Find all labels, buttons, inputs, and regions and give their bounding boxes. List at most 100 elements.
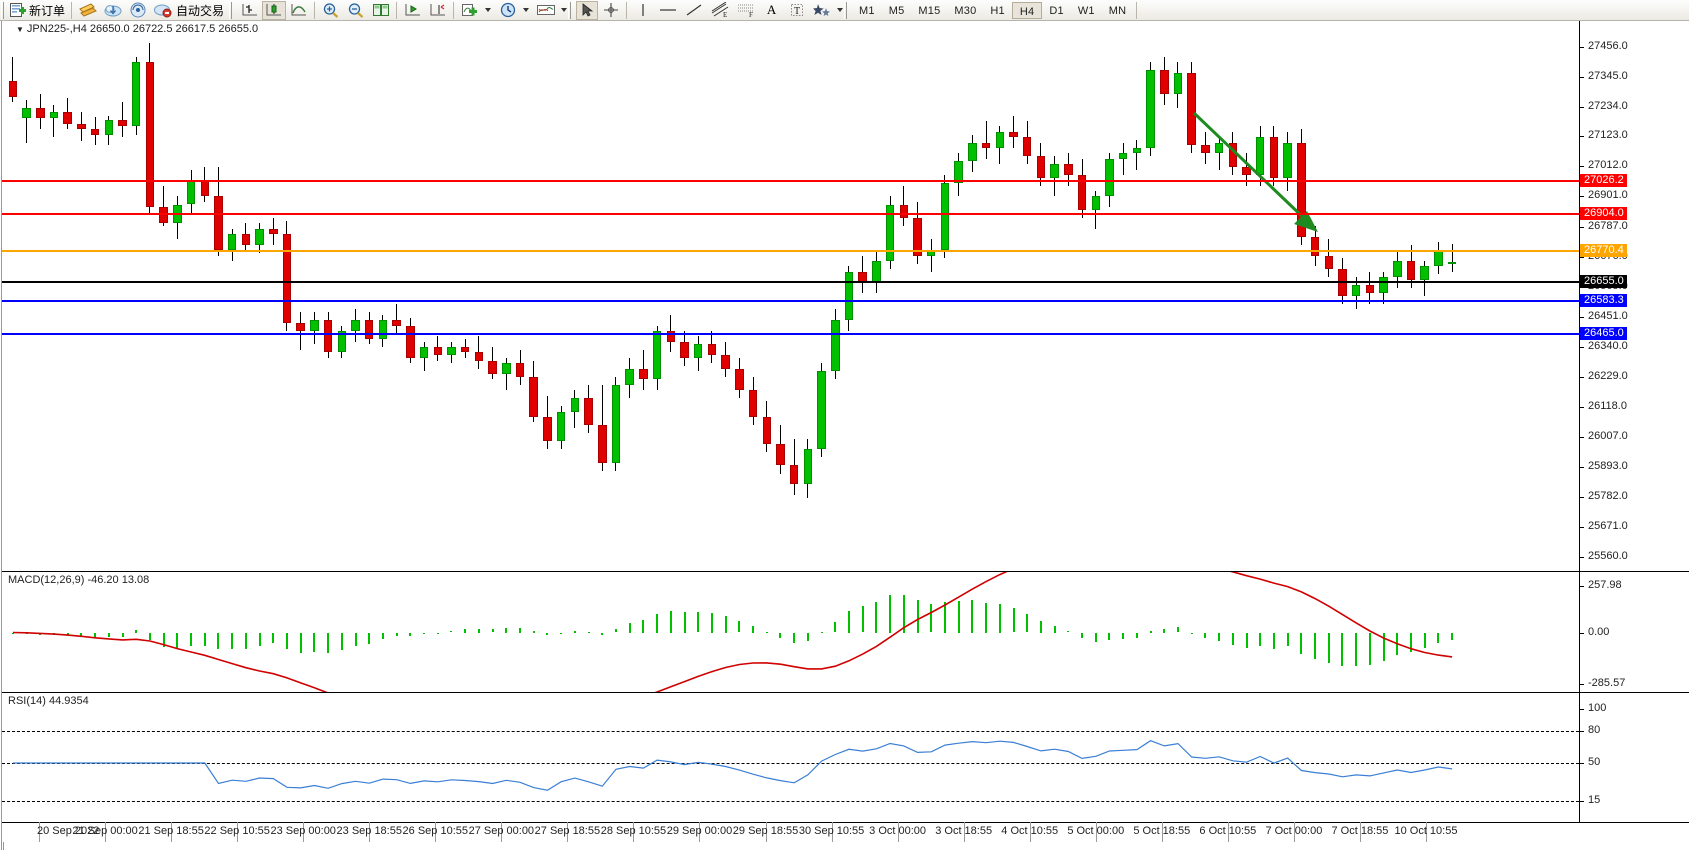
fibonacci-button[interactable]: F [733, 1, 759, 20]
autotrading-button[interactable]: 自动交易 [175, 1, 228, 20]
trendline-button[interactable] [681, 1, 707, 20]
horizontal-line-button[interactable] [655, 1, 681, 20]
candle-body [310, 320, 319, 331]
vertical-line-icon [641, 4, 644, 16]
candle [1160, 21, 1169, 571]
svg-text:F: F [749, 11, 753, 18]
timeframe-m15[interactable]: M15 [918, 4, 941, 17]
macd-histogram-bar [1094, 632, 1097, 642]
macd-histogram-bar [697, 611, 700, 633]
macd-histogram-bar [1176, 626, 1179, 633]
timeframe-mn[interactable]: MN [1108, 4, 1127, 17]
signal-button[interactable] [125, 1, 150, 20]
price-level-line-pivot[interactable] [2, 250, 1579, 252]
bar-chart-button[interactable] [237, 1, 262, 20]
cursor-button[interactable] [576, 0, 599, 20]
shapes-dropdown-arrow[interactable] [837, 8, 844, 12]
candle [858, 21, 867, 571]
triangle-down-icon[interactable]: ▼ [16, 25, 24, 34]
candle-body [49, 111, 59, 119]
cloud-button[interactable] [100, 1, 125, 20]
price-level-line-support-2[interactable] [2, 333, 1579, 335]
time-tick [831, 822, 833, 842]
candle [200, 21, 209, 571]
line-chart-button[interactable] [286, 1, 311, 20]
price-level-line-resistance-2[interactable] [2, 180, 1579, 182]
price-tick-label: 26007.0 [1588, 429, 1628, 442]
save-template-button[interactable] [368, 1, 393, 20]
add-indicator-dropdown-arrow[interactable] [485, 8, 492, 12]
macd-histogram-bar [1245, 632, 1248, 649]
candle-body [913, 217, 922, 256]
add-indicator-button[interactable] [457, 1, 482, 20]
macd-histogram-bar [1368, 632, 1371, 665]
time-tick-label: 7 Oct 18:55 [1331, 825, 1389, 837]
candle-body [1420, 266, 1429, 280]
timeframe-h1[interactable]: H1 [990, 4, 1005, 17]
zoom-out-button[interactable] [343, 1, 368, 20]
gold-bars-button[interactable] [75, 1, 100, 20]
timeframe-m30[interactable]: M30 [954, 4, 977, 17]
macd-histogram-bar [998, 604, 1001, 633]
timeframe-d1[interactable]: D1 [1049, 4, 1064, 17]
crosshair-button[interactable] [598, 1, 623, 20]
candle-wick [300, 312, 302, 350]
candle [1255, 21, 1265, 571]
price-tick-label: 26340.0 [1588, 340, 1628, 353]
timeframe-m5[interactable]: M5 [888, 4, 905, 17]
price-level-line-support-1[interactable] [2, 300, 1579, 302]
price-level-line-last-price[interactable] [2, 281, 1579, 283]
text-label-button[interactable]: T [784, 1, 809, 20]
timeframe-w1[interactable]: W1 [1077, 4, 1095, 17]
price-axis[interactable]: 27456.0 27345.0 27234.0 27123.0 27012.0 26901… [1579, 21, 1689, 571]
chart-toolbar-grip[interactable] [229, 1, 235, 19]
macd-histogram-bar [11, 632, 14, 634]
new-order-button[interactable]: 新订单 [9, 1, 68, 20]
macd-axis[interactable]: 257.98 0.00 -285.57 [1579, 572, 1689, 692]
draw-toolbar-grip[interactable] [568, 1, 574, 19]
rsi-axis[interactable]: 100 80 50 15 [1579, 693, 1689, 822]
candle-body [1009, 131, 1018, 138]
candle-body [625, 368, 634, 385]
macd-histogram-bar [683, 612, 686, 633]
period-button[interactable] [495, 1, 520, 20]
macd-histogram-bar [848, 610, 850, 633]
macd-pane[interactable]: MACD(12,26,9) -46.20 13.08 257.98 0.00 -28… [2, 571, 1689, 692]
vertical-line-button[interactable] [630, 1, 655, 20]
price-canvas[interactable] [2, 21, 1579, 571]
toolbar-grip[interactable] [1, 1, 6, 19]
shift-end-button[interactable] [400, 1, 425, 20]
timeframe-h4[interactable]: H4 [1011, 1, 1043, 19]
timeframe-m1[interactable]: M1 [859, 4, 875, 17]
chart-area[interactable]: ▼ JPN225-,H4 26650.0 26722.5 26617.5 2665… [0, 21, 1689, 850]
autoscroll-button[interactable] [425, 1, 450, 20]
timeframe-toolbar-grip[interactable] [844, 1, 850, 19]
price-level-line-resistance-1[interactable] [2, 213, 1579, 215]
period-dropdown-arrow[interactable] [523, 8, 530, 12]
zoom-in-button[interactable] [318, 1, 343, 20]
macd-histogram-bar [1286, 632, 1289, 647]
toolbar-separator-2 [314, 1, 316, 19]
price-pane[interactable]: ▼ JPN225-,H4 26650.0 26722.5 26617.5 2665… [2, 21, 1689, 571]
text-button[interactable]: A [759, 1, 784, 20]
shapes-button[interactable] [809, 1, 834, 20]
macd-histogram-bar [1314, 632, 1317, 660]
templates-button[interactable] [533, 1, 558, 20]
templates-dropdown-arrow[interactable] [561, 8, 568, 12]
macd-histogram-bar [52, 632, 55, 636]
macd-histogram-bar [491, 629, 494, 633]
templates-icon [536, 5, 555, 15]
candle [1379, 21, 1388, 571]
macd-histogram-bar [1259, 632, 1262, 647]
equidistant-channel-button[interactable]: E [707, 1, 733, 20]
candle [131, 21, 141, 571]
macd-histogram-bar [1423, 632, 1426, 648]
candlestick-chart-button[interactable] [262, 0, 287, 20]
time-axis[interactable]: 20 Sep 2022 21 Sep 00:00 21 Sep 18:55 22 Se… [2, 822, 1689, 842]
vps-button[interactable] [150, 1, 175, 20]
rsi-pane[interactable]: RSI(14) 44.9354 100 80 50 15 [2, 692, 1689, 822]
macd-histogram-bar [930, 604, 933, 633]
macd-histogram-bar [560, 632, 563, 635]
candle [570, 21, 580, 571]
